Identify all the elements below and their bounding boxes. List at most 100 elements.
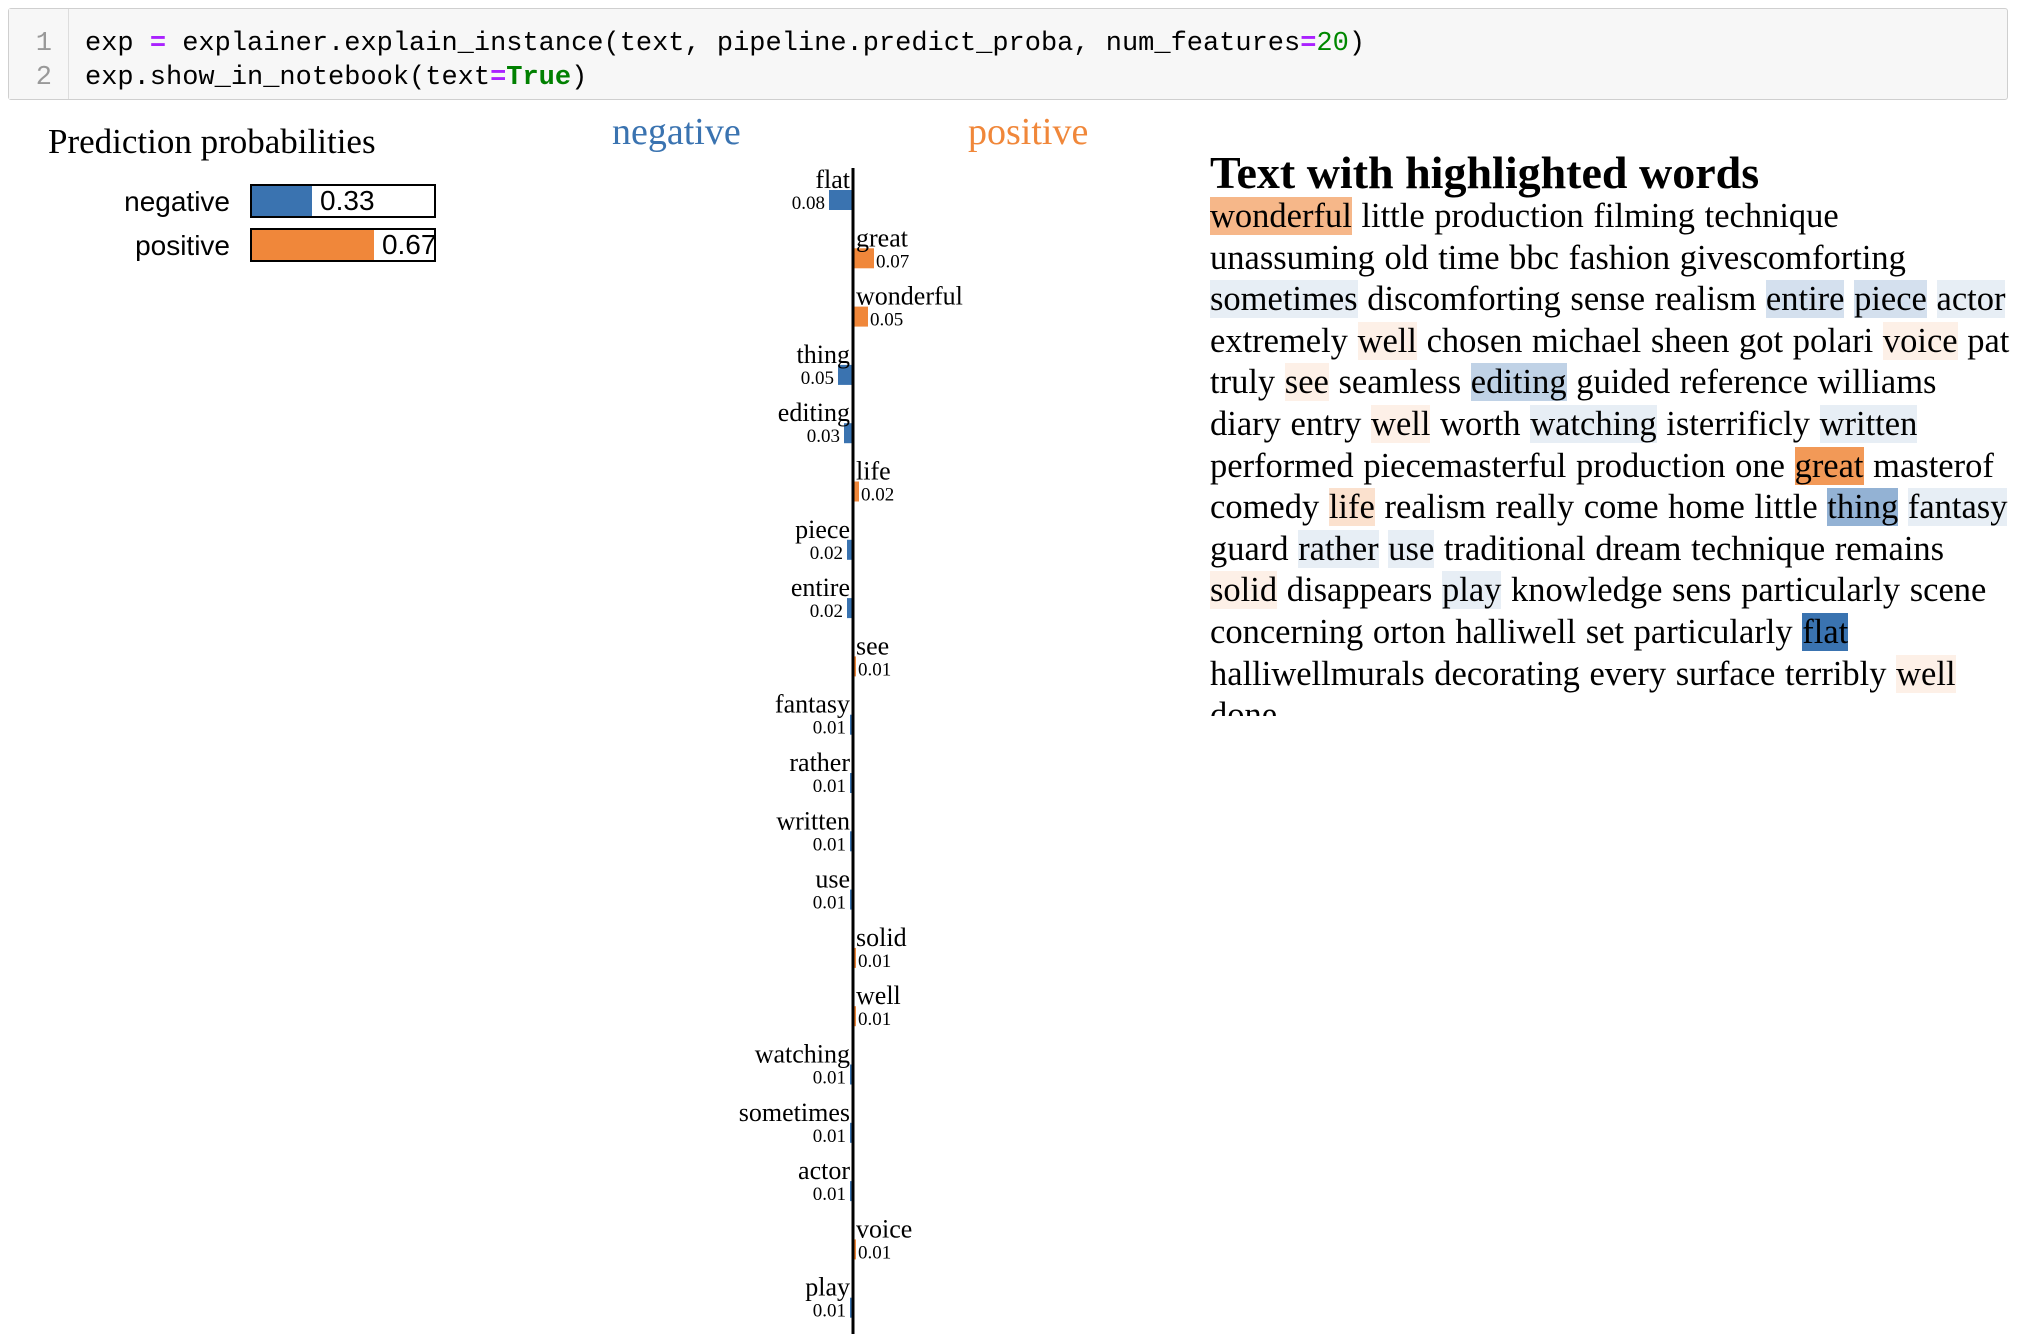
word: set [1585, 612, 1625, 651]
code-keyword: True [506, 63, 572, 93]
highlighted-word: play [1441, 571, 1502, 610]
feature-value: 0.01 [858, 659, 891, 680]
feature-label: flat [815, 165, 850, 194]
word: come [1583, 488, 1659, 527]
feature-label: rather [789, 748, 850, 777]
highlighted-word: sometimes [1210, 280, 1358, 319]
line-number-gutter: 1 2 [9, 9, 69, 99]
word: pat [1967, 321, 2010, 360]
word: particularly [1741, 571, 1901, 610]
feature-value: 0.01 [813, 834, 846, 855]
probability-fill [252, 186, 313, 216]
probability-row-positive: positive 0.67 [0, 228, 460, 264]
word: production [1434, 197, 1584, 235]
word: polari [1792, 321, 1874, 360]
feature-value: 0.01 [813, 1184, 846, 1205]
word: guard [1210, 529, 1289, 568]
word: isterrificly [1666, 404, 1810, 443]
code-number: 20 [1316, 29, 1349, 59]
word: halliwell [1455, 612, 1577, 651]
word: remains [1834, 529, 1945, 568]
word: dream [1595, 529, 1682, 568]
word: sense [1570, 280, 1646, 319]
word: scene [1909, 571, 1987, 610]
feature-value: 0.01 [858, 1242, 891, 1263]
word: worth [1440, 404, 1521, 443]
feature-label: play [805, 1273, 850, 1302]
highlighted-word: wonderful [1210, 197, 1352, 235]
feature-label: entire [791, 573, 850, 602]
highlighted-word: watching [1530, 404, 1657, 443]
word: technique [1691, 529, 1826, 568]
highlighted-word: solid [1210, 571, 1278, 610]
word: time [1438, 238, 1500, 277]
word: home [1668, 488, 1745, 527]
feature-bar [844, 423, 853, 444]
highlighted-word: flat [1802, 612, 1849, 651]
word: realism [1654, 280, 1757, 319]
code-token: ) [571, 63, 588, 93]
feature-value: 0.05 [870, 310, 903, 331]
feature-value: 0.02 [810, 543, 843, 564]
word: particularly [1633, 612, 1793, 651]
word: discomforting [1367, 280, 1561, 319]
feature-label: great [856, 223, 909, 252]
word: old [1384, 238, 1429, 277]
highlighted-word: thing [1827, 488, 1899, 527]
word: michael [1532, 321, 1642, 360]
highlighted-word: editing [1470, 363, 1567, 402]
word: production [1576, 446, 1726, 485]
feature-value: 0.01 [813, 893, 846, 914]
word: terribly [1784, 654, 1887, 693]
feature-bar [853, 481, 859, 502]
feature-bar [853, 306, 868, 327]
code-operator: = [1300, 29, 1317, 59]
feature-label: watching [755, 1040, 850, 1069]
feature-value: 0.03 [807, 426, 840, 447]
feature-value: 0.01 [813, 1301, 846, 1322]
code-token: exp.show_in_notebook(text [85, 63, 491, 93]
feature-label: well [856, 981, 901, 1010]
highlighted-word: fantasy [1907, 488, 2008, 527]
highlighted-word: well [1896, 654, 1956, 693]
highlighted-word: great [1794, 446, 1864, 485]
word: reference [1679, 363, 1809, 402]
highlighted-text-title: Text with highlighted words [1210, 147, 1760, 198]
feature-value: 0.05 [801, 368, 834, 389]
word: williams [1817, 363, 1937, 402]
probability-row-negative: negative 0.33 [0, 184, 460, 220]
feature-value: 0.02 [810, 601, 843, 622]
class-label: positive [135, 230, 230, 261]
feature-value: 0.08 [792, 193, 825, 214]
feature-value: 0.01 [813, 1068, 846, 1089]
probability-bar: 0.33 [250, 184, 436, 218]
feature-bar [838, 364, 853, 385]
code-cell[interactable]: 1 2 exp = explainer.explain_instance(tex… [8, 8, 2008, 100]
probability-value: 0.33 [320, 185, 375, 216]
highlighted-text-body: wonderful little production filming tech… [1210, 196, 2010, 716]
word: guided [1576, 363, 1671, 402]
code-line-2[interactable]: exp.show_in_notebook(text=True) [85, 63, 587, 93]
word: diary [1210, 404, 1281, 443]
highlighted-word: use [1388, 529, 1435, 568]
highlighted-word: rather [1298, 529, 1379, 568]
feature-value: 0.07 [876, 251, 909, 272]
negative-class-label: negative [612, 111, 741, 153]
probability-fill [252, 230, 374, 260]
word: orton [1372, 612, 1446, 651]
word: truly [1210, 363, 1276, 402]
code-line-1[interactable]: exp = explainer.explain_instance(text, p… [85, 29, 1365, 59]
feature-label: voice [856, 1214, 912, 1243]
probability-value: 0.67 [381, 229, 437, 260]
word: decorating [1434, 654, 1580, 693]
feature-label: wonderful [856, 282, 963, 311]
feature-bar [853, 248, 874, 269]
word: every [1589, 654, 1667, 693]
probability-bar: 0.67 [250, 228, 436, 262]
word: little [1361, 197, 1425, 235]
positive-class-label: positive [968, 111, 1089, 153]
feature-value: 0.02 [861, 485, 894, 506]
feature-label: editing [778, 398, 850, 427]
word: technique [1704, 197, 1839, 235]
word: one [1735, 446, 1785, 485]
